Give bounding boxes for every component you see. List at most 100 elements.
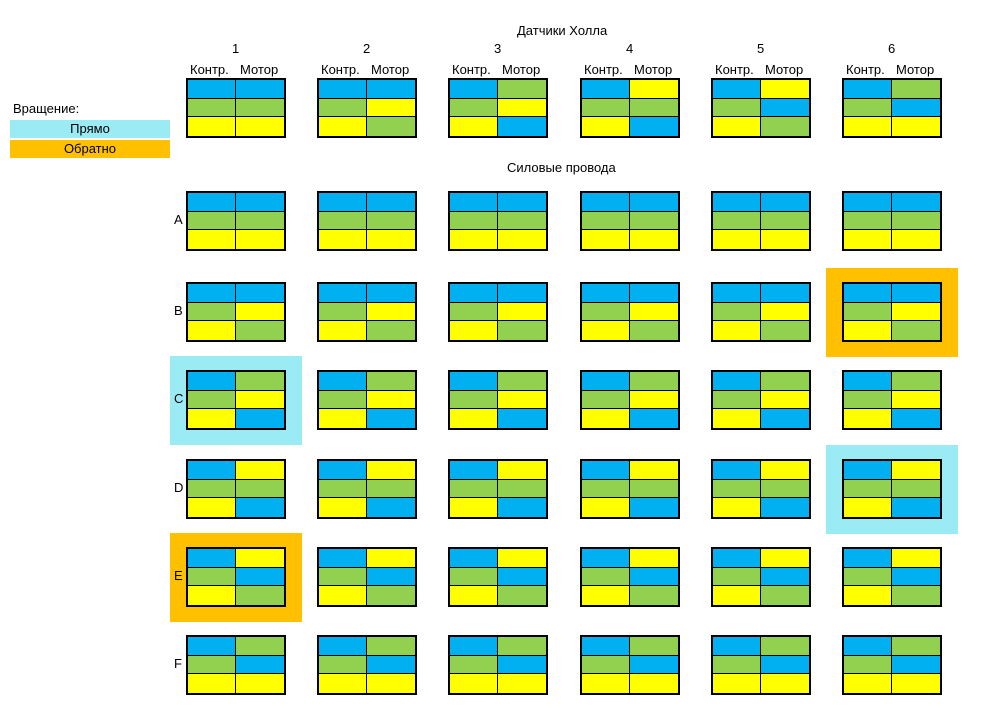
- wire-cell-controller: [844, 409, 892, 428]
- wire-cell-motor: [236, 409, 284, 428]
- power-wire-grid: [711, 635, 811, 695]
- wire-cell-controller: [582, 321, 630, 340]
- wire-cell-controller: [450, 372, 498, 391]
- wire-cell-motor: [892, 390, 940, 410]
- wire-cell-controller: [319, 98, 367, 118]
- wire-cell-motor: [630, 372, 678, 391]
- wire-cell-controller: [450, 321, 498, 340]
- wire-cell-controller: [450, 390, 498, 410]
- controller-column-label: Контр.: [715, 62, 754, 77]
- wire-cell-motor: [892, 98, 940, 118]
- wire-cell-motor: [761, 302, 809, 322]
- wire-cell-motor: [236, 390, 284, 410]
- wire-cell-controller: [319, 211, 367, 231]
- wire-cell-motor: [498, 461, 546, 480]
- wire-cell-motor: [630, 80, 678, 99]
- wire-cell-controller: [450, 498, 498, 517]
- wire-cell-controller: [450, 461, 498, 480]
- wire-cell-motor: [367, 211, 415, 231]
- power-wire-grid: [842, 191, 942, 251]
- wire-cell-controller: [188, 193, 236, 212]
- wire-cell-controller: [582, 498, 630, 517]
- wire-cell-motor: [498, 390, 546, 410]
- power-wire-grid: [842, 635, 942, 695]
- wire-cell-controller: [844, 372, 892, 391]
- wire-cell-motor: [761, 230, 809, 249]
- wire-cell-motor: [892, 498, 940, 517]
- wire-cell-motor: [892, 284, 940, 303]
- power-wire-grid: [580, 191, 680, 251]
- wire-cell-motor: [630, 549, 678, 568]
- power-wire-grid: [580, 370, 680, 430]
- power-wire-grid: [711, 370, 811, 430]
- wire-cell-motor: [761, 567, 809, 587]
- wire-cell-controller: [319, 390, 367, 410]
- power-row-label: D: [174, 480, 184, 495]
- wire-cell-controller: [319, 117, 367, 136]
- wire-cell-motor: [367, 479, 415, 499]
- wire-cell-controller: [450, 549, 498, 568]
- wire-cell-motor: [367, 567, 415, 587]
- wire-cell-motor: [630, 211, 678, 231]
- hall-sensor-grid: [186, 78, 286, 138]
- wire-cell-controller: [319, 586, 367, 605]
- power-wire-grid: [448, 459, 548, 519]
- wire-cell-motor: [367, 390, 415, 410]
- wire-cell-motor: [236, 117, 284, 136]
- wire-cell-controller: [188, 284, 236, 303]
- wire-cell-motor: [498, 409, 546, 428]
- wire-cell-controller: [188, 498, 236, 517]
- wire-cell-motor: [236, 321, 284, 340]
- wire-cell-motor: [630, 674, 678, 693]
- wire-cell-motor: [630, 479, 678, 499]
- wire-cell-motor: [236, 461, 284, 480]
- wire-cell-motor: [498, 479, 546, 499]
- wire-cell-motor: [630, 637, 678, 656]
- wire-cell-controller: [713, 567, 761, 587]
- wire-cell-controller: [188, 479, 236, 499]
- wire-cell-motor: [761, 655, 809, 675]
- wire-cell-controller: [319, 409, 367, 428]
- legend-reverse: Обратно: [10, 140, 170, 158]
- wire-cell-motor: [761, 479, 809, 499]
- wire-cell-controller: [319, 479, 367, 499]
- wire-cell-controller: [582, 80, 630, 99]
- wire-cell-controller: [319, 498, 367, 517]
- controller-column-label: Контр.: [584, 62, 623, 77]
- power-wire-grid: [580, 635, 680, 695]
- wire-cell-motor: [892, 674, 940, 693]
- wire-cell-motor: [236, 637, 284, 656]
- power-wire-grid: [186, 370, 286, 430]
- wire-cell-controller: [188, 549, 236, 568]
- wire-cell-controller: [713, 637, 761, 656]
- wire-cell-motor: [761, 372, 809, 391]
- power-row-label: A: [174, 212, 183, 227]
- power-wire-grid: [711, 191, 811, 251]
- wire-cell-motor: [630, 461, 678, 480]
- wire-cell-motor: [498, 567, 546, 587]
- power-wire-grid: [711, 282, 811, 342]
- wire-cell-motor: [892, 372, 940, 391]
- wire-cell-controller: [844, 674, 892, 693]
- wire-cell-controller: [582, 193, 630, 212]
- wire-cell-controller: [582, 117, 630, 136]
- motor-column-label: Мотор: [765, 62, 804, 77]
- wire-cell-motor: [630, 321, 678, 340]
- wire-cell-controller: [713, 674, 761, 693]
- wire-cell-motor: [367, 302, 415, 322]
- hall-column-number: 2: [363, 41, 371, 56]
- wire-cell-motor: [498, 674, 546, 693]
- wire-cell-motor: [236, 372, 284, 391]
- wire-cell-controller: [582, 390, 630, 410]
- hall-sensor-grid: [448, 78, 548, 138]
- wire-cell-motor: [761, 284, 809, 303]
- wire-cell-controller: [713, 372, 761, 391]
- wire-cell-controller: [188, 98, 236, 118]
- wire-cell-controller: [713, 549, 761, 568]
- wire-cell-motor: [630, 98, 678, 118]
- hall-column-number: 4: [626, 41, 634, 56]
- wire-cell-motor: [236, 567, 284, 587]
- wire-cell-motor: [236, 549, 284, 568]
- wire-cell-motor: [236, 479, 284, 499]
- wire-cell-controller: [713, 390, 761, 410]
